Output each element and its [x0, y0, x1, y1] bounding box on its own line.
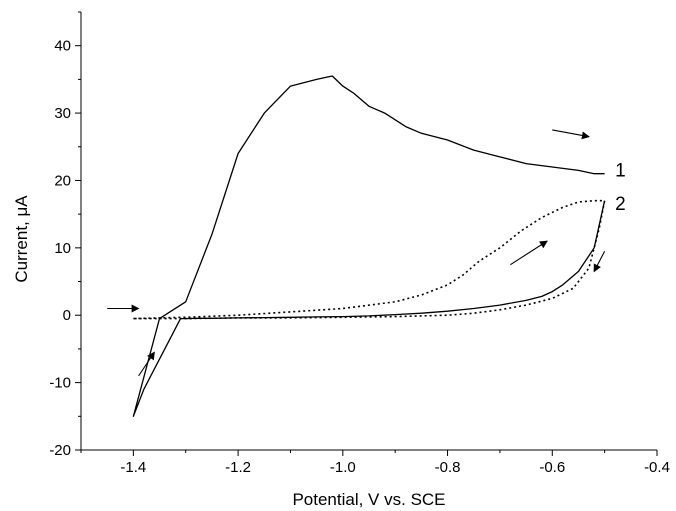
scan-direction-arrow-icon — [138, 351, 155, 377]
y-tick-label: -20 — [49, 442, 71, 459]
x-axis-title: Potential, V vs. SCE — [292, 490, 445, 509]
x-tick-label: -0.8 — [435, 459, 461, 476]
x-tick-label: -1.0 — [330, 459, 356, 476]
series-line-2 — [133, 199, 606, 320]
y-tick-label: 10 — [54, 240, 71, 257]
scan-direction-arrow-icon — [510, 240, 548, 266]
x-tick-label: -0.4 — [644, 459, 670, 476]
scan-direction-arrow-icon — [552, 129, 590, 140]
tick-marks: -1.4 -1.2 -1.0 -0.8 -0.6 -0.4 -20 -10 0 10 20 30 40 — [49, 11, 670, 476]
scan-direction-arrow-icon — [593, 250, 606, 273]
y-tick-label: -10 — [49, 375, 71, 392]
y-tick-label: 0 — [63, 307, 71, 324]
curve-label-1: 1 — [615, 160, 626, 181]
x-tick-label: -1.2 — [225, 459, 251, 476]
y-tick-label: 30 — [54, 105, 71, 122]
y-tick-label: 40 — [54, 38, 71, 55]
y-tick-label: 20 — [54, 172, 71, 189]
y-axis-title: Current, μA — [12, 195, 31, 283]
series-line-1 — [132, 75, 606, 417]
series-layer — [132, 75, 606, 417]
curve-label-2: 2 — [615, 194, 626, 215]
plot-axes — [80, 12, 657, 451]
x-tick-label: -0.6 — [539, 459, 565, 476]
annotations-layer: 12 — [107, 129, 626, 377]
x-tick-label: -1.4 — [120, 459, 146, 476]
